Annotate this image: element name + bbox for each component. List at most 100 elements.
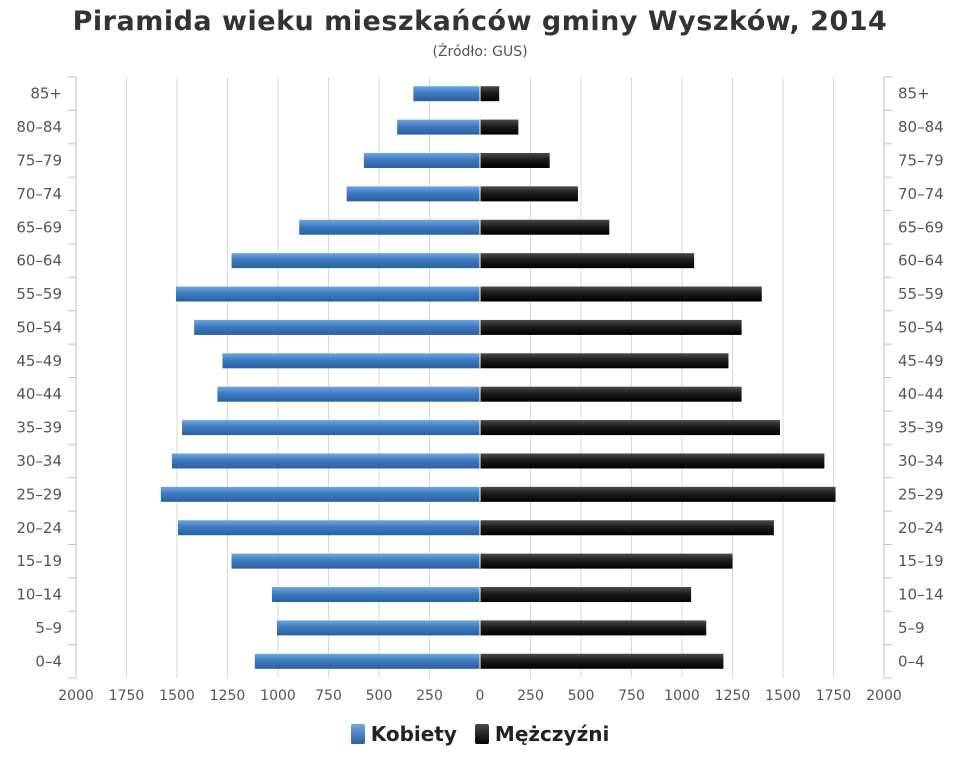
x-tick-label: 1750 [109, 688, 145, 704]
category-label-right: 5–9 [898, 619, 925, 637]
category-label-right: 50–54 [898, 318, 944, 336]
bar-female[interactable] [175, 286, 481, 302]
category-label-left: 40–44 [16, 385, 62, 403]
category-label-left: 5–9 [35, 619, 62, 637]
category-label-right: 20–24 [898, 519, 944, 537]
category-label-right: 60–64 [898, 252, 944, 270]
bar-male[interactable] [480, 152, 550, 168]
x-tick-label: 500 [366, 688, 393, 704]
category-label-right: 45–49 [898, 352, 944, 370]
bar-female[interactable] [160, 486, 480, 502]
legend-label-female: Kobiety [370, 722, 457, 746]
category-label-left: 65–69 [16, 218, 62, 236]
bar-male[interactable] [480, 553, 733, 569]
bar-female[interactable] [222, 353, 480, 369]
bar-male[interactable] [480, 186, 578, 202]
bar-male[interactable] [480, 119, 519, 135]
bar-female[interactable] [217, 386, 480, 402]
category-label-left: 20–24 [16, 519, 62, 537]
legend-item-female[interactable]: Kobiety [350, 722, 457, 746]
category-label-left: 85+ [30, 85, 62, 103]
category-label-left: 35–39 [16, 419, 62, 437]
bar-female[interactable] [271, 587, 480, 603]
x-tick-label: 1750 [816, 688, 852, 704]
x-tick-label: 1500 [159, 688, 195, 704]
category-label-left: 30–34 [16, 452, 62, 470]
chart-title: Piramida wieku mieszkańców gminy Wyszków… [72, 6, 888, 37]
x-tick-label: 0 [476, 688, 485, 704]
category-label-right: 70–74 [898, 185, 944, 203]
category-label-left: 80–84 [16, 118, 62, 136]
x-tick-label: 1250 [715, 688, 751, 704]
bar-female[interactable] [397, 119, 480, 135]
bar-female[interactable] [276, 620, 480, 636]
bar-male[interactable] [480, 86, 500, 102]
x-tick-label: 1000 [260, 688, 296, 704]
bar-female[interactable] [299, 219, 480, 235]
category-label-right: 10–14 [898, 586, 944, 604]
x-tick-label: 250 [416, 688, 443, 704]
category-label-right: 85+ [898, 85, 930, 103]
axis-layer [68, 76, 892, 679]
category-label-right: 75–79 [898, 151, 944, 169]
bar-female[interactable] [346, 186, 480, 202]
category-label-right: 40–44 [898, 385, 944, 403]
category-label-left: 75–79 [16, 151, 62, 169]
category-label-left: 50–54 [16, 318, 62, 336]
bar-female[interactable] [413, 86, 480, 102]
legend-label-male: Mężczyźni [494, 722, 610, 746]
category-label-left: 60–64 [16, 252, 62, 270]
x-tick-label: 250 [517, 688, 544, 704]
category-label-left: 0–4 [35, 652, 62, 670]
bar-female[interactable] [363, 152, 480, 168]
bar-female[interactable] [194, 319, 481, 335]
category-label-right: 65–69 [898, 218, 944, 236]
bar-male[interactable] [480, 253, 695, 269]
bar-male[interactable] [480, 319, 742, 335]
bar-male[interactable] [480, 520, 774, 536]
x-tick-label: 1250 [210, 688, 246, 704]
bar-male[interactable] [480, 386, 742, 402]
category-label-left: 55–59 [16, 285, 62, 303]
bar-male[interactable] [480, 453, 825, 469]
bar-male[interactable] [480, 653, 724, 669]
x-tick-label: 2000 [866, 688, 902, 704]
bar-female[interactable] [171, 453, 480, 469]
category-label-left: 70–74 [16, 185, 62, 203]
legend-item-male[interactable]: Mężczyźni [474, 722, 610, 746]
x-tick-label: 750 [618, 688, 645, 704]
x-tick-label: 750 [315, 688, 342, 704]
bar-male[interactable] [480, 420, 780, 436]
bar-male[interactable] [480, 286, 762, 302]
bar-female[interactable] [231, 253, 480, 269]
bar-male[interactable] [480, 219, 610, 235]
category-label-left: 45–49 [16, 352, 62, 370]
x-tick-label: 500 [568, 688, 595, 704]
category-label-right: 30–34 [898, 452, 944, 470]
bar-female[interactable] [231, 553, 480, 569]
category-label-right: 15–19 [898, 552, 944, 570]
bar-male[interactable] [480, 353, 729, 369]
bar-female[interactable] [182, 420, 481, 436]
category-label-left: 10–14 [16, 586, 62, 604]
bar-male[interactable] [480, 486, 836, 502]
x-tick-label: 1500 [765, 688, 801, 704]
legend-swatch-female [350, 724, 365, 744]
x-tick-label: 1000 [664, 688, 700, 704]
bar-male[interactable] [480, 620, 707, 636]
category-label-right: 55–59 [898, 285, 944, 303]
legend-swatch-male [474, 724, 489, 744]
bar-female[interactable] [254, 653, 480, 669]
legend: Kobiety Mężczyźni [0, 722, 960, 746]
category-label-left: 15–19 [16, 552, 62, 570]
bar-female[interactable] [178, 520, 480, 536]
bar-layer [160, 77, 836, 678]
x-tick-label: 2000 [58, 688, 94, 704]
category-label-left: 25–29 [16, 485, 62, 503]
chart-subtitle: (Źródło: GUS) [432, 44, 528, 60]
bar-male[interactable] [480, 587, 692, 603]
category-label-right: 80–84 [898, 118, 944, 136]
category-label-right: 35–39 [898, 419, 944, 437]
